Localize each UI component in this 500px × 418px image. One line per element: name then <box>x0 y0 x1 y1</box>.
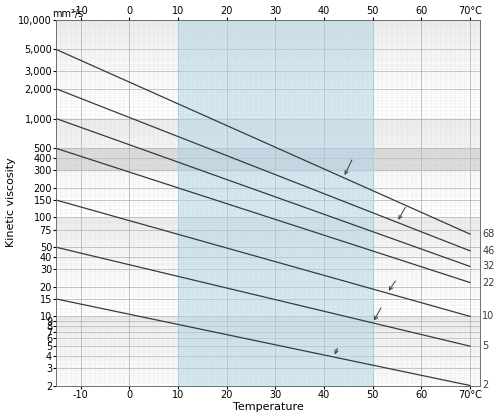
X-axis label: Temperature: Temperature <box>232 403 304 413</box>
Text: 32: 32 <box>482 261 494 271</box>
Text: 5: 5 <box>482 341 488 351</box>
Text: 68: 68 <box>482 229 494 239</box>
Text: 22: 22 <box>482 278 494 288</box>
Text: 46: 46 <box>482 246 494 256</box>
Bar <box>56 148 480 170</box>
Text: mm²/s: mm²/s <box>52 9 84 19</box>
Text: 2: 2 <box>482 380 488 390</box>
Y-axis label: Kinetic viscosity: Kinetic viscosity <box>6 158 16 247</box>
Bar <box>178 20 372 385</box>
Text: 10: 10 <box>482 311 494 321</box>
